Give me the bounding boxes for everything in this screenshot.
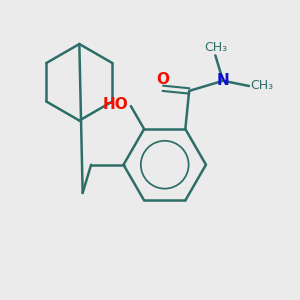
Text: CH₃: CH₃ [204, 41, 227, 54]
Text: N: N [217, 73, 230, 88]
Text: HO: HO [102, 97, 128, 112]
Text: O: O [156, 72, 169, 87]
Text: CH₃: CH₃ [250, 80, 274, 92]
